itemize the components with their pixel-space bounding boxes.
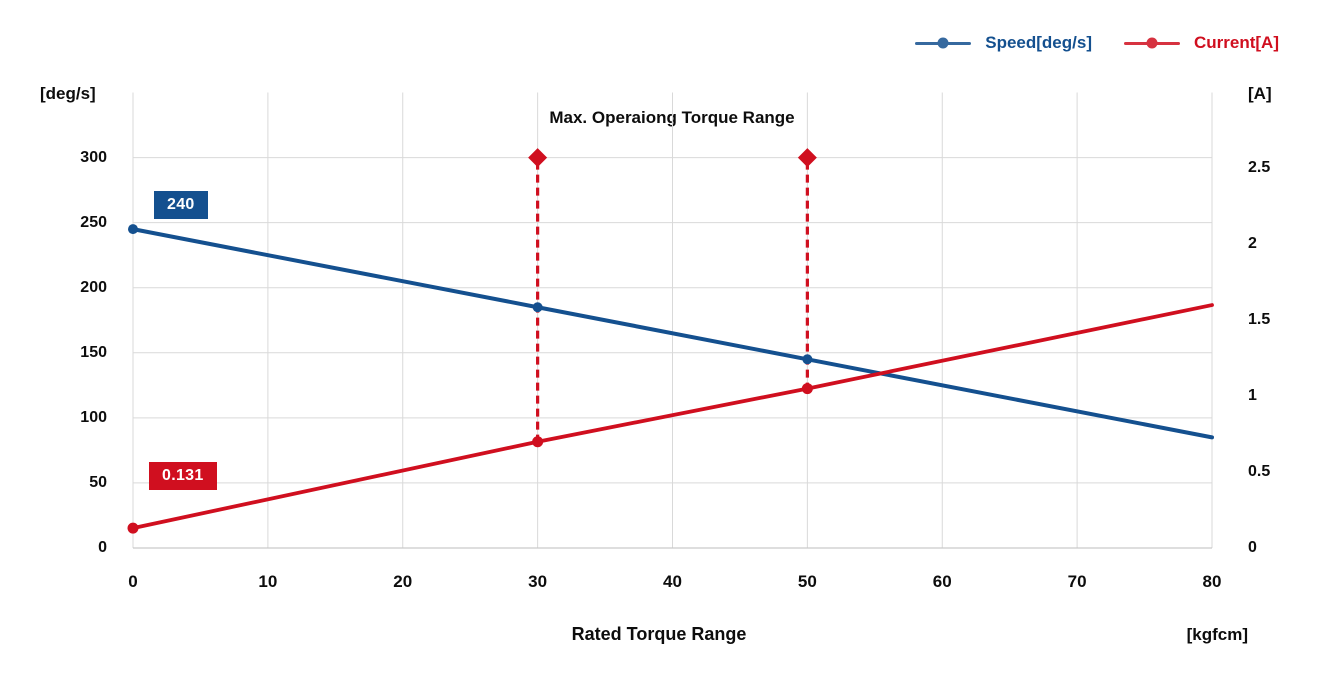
x-axis-tick-label: 10 [258, 572, 278, 591]
current-point-marker [801, 383, 813, 395]
x-axis-tick-label: 80 [1202, 572, 1222, 591]
x-axis-unit: [kgfcm] [1186, 625, 1248, 644]
x-axis-tick-label: 20 [393, 572, 413, 591]
legend: Speed[deg/s] Current[A] [915, 33, 1279, 53]
current-point-marker [127, 522, 139, 534]
speed-point-marker [128, 224, 138, 235]
speed-data-label: 240 [154, 191, 208, 219]
x-axis-tick-label: 50 [797, 572, 817, 591]
left-axis-tick-label: 150 [80, 343, 107, 361]
legend-label-speed: Speed[deg/s] [985, 33, 1092, 52]
current-line-swatch-icon [1124, 37, 1180, 49]
x-axis-title: Rated Torque Range [571, 624, 747, 644]
right-axis-tick-label: 0.5 [1248, 463, 1271, 481]
right-axis-tick-label: 2 [1248, 235, 1257, 253]
max-range-diamond-marker [797, 148, 817, 168]
speed-point-marker [802, 354, 813, 365]
current-marker-icon [1146, 37, 1158, 49]
left-axis-tick-label: 250 [80, 213, 107, 231]
right-axis-tick-label: 1.5 [1248, 311, 1271, 329]
left-axis-tick-label: 200 [80, 278, 107, 296]
current-data-label: 0.131 [149, 462, 217, 490]
left-axis-tick-label: 300 [80, 148, 107, 166]
x-axis-tick-label: 40 [663, 572, 682, 591]
x-axis-tick-label: 70 [1067, 572, 1087, 591]
left-axis-tick-label: 50 [89, 473, 107, 491]
x-axis-tick-label: 30 [528, 572, 548, 591]
legend-item-current: Current[A] [1124, 33, 1279, 53]
right-axis-tick-label: 0 [1248, 539, 1257, 556]
speed-marker-icon [937, 37, 949, 49]
right-axis-tick-label: 1 [1248, 387, 1257, 405]
speed-line-swatch-icon [915, 37, 972, 49]
left-axis-tick-label: 0 [98, 539, 107, 556]
right-axis-unit: [A] [1248, 84, 1272, 103]
left-axis-unit: [deg/s] [40, 84, 96, 103]
legend-item-speed: Speed[deg/s] [915, 33, 1092, 53]
speed-line [131, 227, 1214, 440]
x-axis-tick-label: 60 [932, 572, 952, 591]
current-point-marker [532, 436, 544, 448]
speed-point-marker [532, 302, 543, 313]
legend-label-current: Current[A] [1194, 33, 1279, 52]
max-range-diamond-marker [528, 148, 548, 168]
left-axis-tick-label: 100 [80, 408, 107, 426]
current-line [131, 303, 1214, 531]
right-axis-tick-label: 2.5 [1248, 159, 1271, 177]
x-axis-tick-label: 0 [128, 572, 138, 591]
